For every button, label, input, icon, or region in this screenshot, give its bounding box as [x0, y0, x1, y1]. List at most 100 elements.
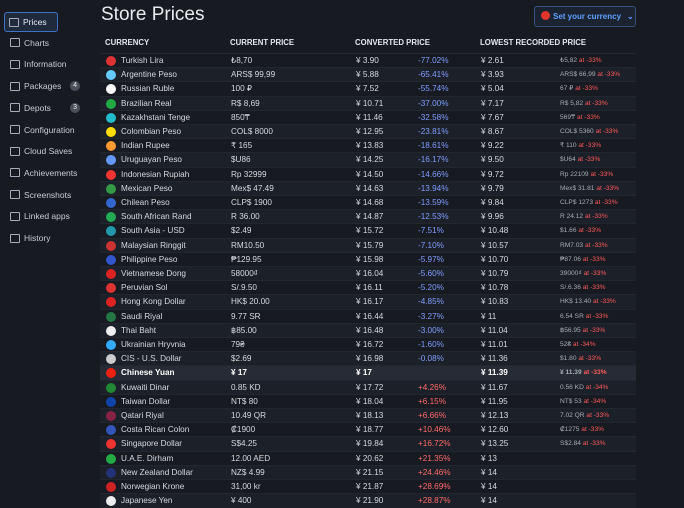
- currency-button[interactable]: Set your currency ⌄: [534, 6, 636, 27]
- current-price: 58000₫: [231, 269, 258, 278]
- flag-icon: [106, 141, 116, 152]
- lowest-discount: at -33%: [593, 298, 616, 306]
- flag-icon: [106, 283, 116, 294]
- nav-icon: [10, 233, 20, 243]
- lowest-price: ¥ 9.84: [481, 198, 504, 207]
- lowest-price: ¥ 10.79: [481, 269, 509, 278]
- price-difference: -37.00%: [418, 98, 449, 108]
- flag-icon: [106, 112, 116, 123]
- price-difference: -5.20%: [418, 283, 444, 293]
- nav-label: Packages: [24, 81, 62, 92]
- lowest-price: ¥ 5.04: [481, 84, 504, 94]
- lowest-discount: at -33%: [581, 426, 605, 434]
- current-price: ¥ 400: [231, 496, 252, 506]
- lowest-discount: at -33%: [582, 440, 606, 448]
- currency-name: South African Rand: [121, 212, 192, 222]
- lowest-original-price: S/.6.36: [560, 284, 581, 292]
- currency-name: Turkish Lira: [121, 56, 164, 65]
- lowest-note: R$ 5,82 at -33%: [560, 97, 608, 111]
- lowest-note: 6.54 SR at -33%: [560, 310, 608, 324]
- currency-name: Mexican Peso: [121, 183, 173, 193]
- lowest-discount: at -33%: [595, 128, 619, 135]
- lowest-original-price: ₡1275: [560, 426, 580, 434]
- lowest-price: ¥ 11.36: [481, 354, 508, 364]
- price-difference: -1.60%: [418, 340, 444, 349]
- current-price: HK$ 20.00: [231, 297, 270, 307]
- lowest-original-price: RM7.03: [560, 241, 584, 249]
- nav-item[interactable]: Linked apps: [6, 207, 86, 225]
- flag-icon: [106, 212, 116, 223]
- table-row: Turkish Lira ₺8,70 ¥ 3.90 -77.02% ¥ 2.61 ₺5,8…: [100, 53, 636, 68]
- nav-item[interactable]: Charts: [6, 34, 86, 52]
- column-header[interactable]: CONVERTED PRICE: [355, 38, 430, 47]
- column-header[interactable]: CURRENT PRICE: [230, 38, 295, 47]
- converted-price: ¥ 15.98: [356, 254, 384, 264]
- converted-price: ¥ 21.15: [356, 467, 384, 477]
- flag-icon: [106, 155, 116, 166]
- table-row: Indonesian Rupiah Rp 32999 ¥ 14.50 -14.66% ¥…: [100, 166, 636, 182]
- current-price: 12.00 AED: [231, 453, 271, 463]
- table-row: Japanese Yen ¥ 400 ¥ 21.90 +28.87% ¥ 14: [100, 493, 636, 508]
- currency-name: Peruvian Sol: [121, 283, 168, 293]
- nav-item[interactable]: Achievements: [6, 164, 86, 182]
- lowest-note: 39000₫ at -33%: [560, 267, 606, 281]
- flag-icon: [106, 467, 116, 478]
- converted-price: ¥ 16.17: [356, 297, 384, 307]
- lowest-price: ¥ 11.67: [481, 382, 508, 392]
- converted-price: ¥ 21.87: [356, 482, 384, 491]
- currency-name: Ukrainian Hryvnia: [121, 340, 186, 349]
- table-row: Chinese Yuan ¥ 17 ¥ 17 ¥ 11.39 ¥ 11.39 at -3…: [100, 365, 636, 381]
- converted-price: ¥ 14.50: [356, 169, 384, 179]
- nav-label: Configuration: [24, 124, 75, 135]
- lowest-note: ฿56.95 at -33%: [560, 324, 605, 338]
- price-difference: -18.61%: [418, 141, 449, 151]
- current-price: 10.49 QR: [231, 411, 267, 420]
- lowest-discount: at -33%: [583, 369, 607, 377]
- nav-item[interactable]: Screenshots: [6, 186, 86, 204]
- nav-label: Charts: [24, 37, 50, 48]
- converted-price: ¥ 14.25: [356, 155, 384, 165]
- lowest-price: ¥ 8.67: [481, 127, 504, 136]
- lowest-price: ¥ 7.67: [481, 112, 504, 122]
- lowest-note: ₺5,82 at -33%: [560, 54, 602, 68]
- price-difference: -4.85%: [418, 297, 444, 307]
- flag-icon: [106, 439, 116, 450]
- nav-item[interactable]: Prices: [4, 12, 58, 32]
- nav-icon: [10, 168, 20, 178]
- lowest-original-price: ₱87.06: [560, 255, 581, 263]
- price-difference: -5.97%: [418, 254, 444, 264]
- lowest-note: S$2.84 at -33%: [560, 437, 605, 451]
- currency-name: Uruguayan Peso: [121, 155, 182, 165]
- column-header[interactable]: CURRENCY: [105, 38, 150, 47]
- nav-icon: [10, 146, 20, 156]
- lowest-discount: at -33%: [577, 156, 601, 164]
- nav-item[interactable]: Packages 4: [6, 77, 86, 95]
- lowest-original-price: $1.80: [560, 355, 577, 363]
- lowest-price: ¥ 10.78: [481, 283, 509, 293]
- column-header[interactable]: LOWEST RECORDED PRICE: [480, 38, 587, 47]
- flag-icon: [106, 198, 116, 208]
- nav-item[interactable]: Depots 3: [6, 99, 86, 117]
- nav-label: Information: [24, 59, 67, 70]
- lowest-original-price: 52₴: [560, 341, 572, 348]
- nav-icon: [10, 59, 20, 69]
- currency-name: Costa Rican Colon: [121, 425, 190, 435]
- nav-label: Cloud Saves: [24, 146, 73, 157]
- table-row: New Zealand Dollar NZ$ 4.99 ¥ 21.15 +24.46%…: [100, 464, 636, 480]
- current-price: ₡1900: [231, 425, 256, 435]
- nav-item[interactable]: Information: [6, 55, 86, 73]
- lowest-price: ¥ 10.70: [481, 254, 509, 264]
- lowest-note: NT$ 53 at -34%: [560, 395, 606, 409]
- nav-icon: [9, 17, 19, 27]
- price-difference: +6.15%: [418, 396, 446, 406]
- nav-item[interactable]: History: [6, 229, 86, 247]
- nav-item[interactable]: Configuration: [6, 121, 86, 139]
- nav-item[interactable]: Cloud Saves: [6, 142, 86, 160]
- lowest-note: Rp 22109 at -33%: [560, 168, 613, 182]
- currency-name: Russian Ruble: [121, 84, 175, 94]
- nav-icon: [10, 103, 20, 113]
- currency-name: CIS - U.S. Dollar: [121, 354, 182, 364]
- current-price: NT$ 80: [231, 396, 258, 406]
- lowest-note: ₱87.06 at -33%: [560, 253, 605, 267]
- lowest-discount: at -33%: [584, 99, 608, 107]
